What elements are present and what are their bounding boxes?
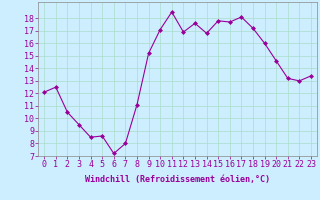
X-axis label: Windchill (Refroidissement éolien,°C): Windchill (Refroidissement éolien,°C) [85, 175, 270, 184]
